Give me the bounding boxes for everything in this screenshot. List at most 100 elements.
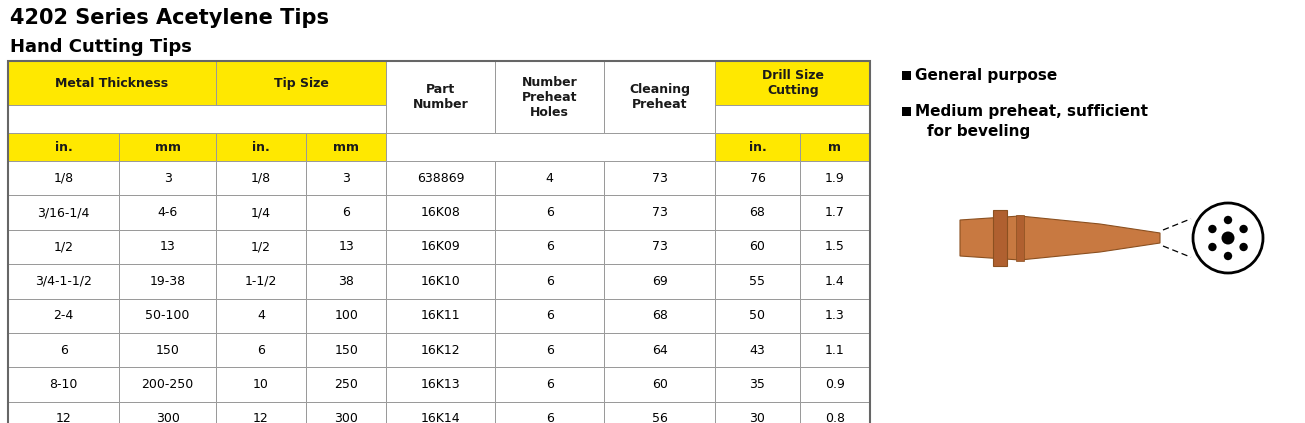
Bar [800, 133, 870, 161]
Bar [8, 367, 119, 401]
Text: 73: 73 [651, 172, 668, 185]
Bar [386, 401, 496, 423]
Text: 16K09: 16K09 [422, 240, 461, 253]
Bar [119, 333, 215, 367]
Bar [604, 264, 715, 299]
Text: 13: 13 [159, 240, 175, 253]
Text: 300: 300 [334, 412, 358, 423]
Bar [119, 264, 215, 299]
Bar [8, 161, 119, 195]
Text: 150: 150 [334, 343, 358, 357]
Text: 12: 12 [56, 412, 72, 423]
Bar [604, 195, 715, 230]
Bar [496, 161, 604, 195]
Text: 6: 6 [257, 343, 265, 357]
Bar [307, 333, 386, 367]
Text: 73: 73 [651, 206, 668, 219]
Bar [8, 195, 119, 230]
Bar [8, 299, 119, 333]
Text: 300: 300 [155, 412, 180, 423]
Text: 1-1/2: 1-1/2 [245, 275, 277, 288]
Text: 4: 4 [545, 172, 553, 185]
Text: 4-6: 4-6 [158, 206, 177, 219]
Circle shape [1224, 216, 1232, 224]
Text: Tip Size: Tip Size [274, 77, 329, 90]
Text: 0.9: 0.9 [825, 378, 844, 391]
Text: 16K14: 16K14 [422, 412, 461, 423]
Text: in.: in. [252, 140, 270, 154]
Text: 100: 100 [334, 309, 358, 322]
Text: Hand Cutting Tips: Hand Cutting Tips [10, 38, 192, 56]
Bar [715, 61, 870, 105]
Text: Metal Thickness: Metal Thickness [55, 77, 168, 90]
Text: 38: 38 [338, 275, 354, 288]
Bar [800, 367, 870, 401]
Text: Drill Size
Cutting: Drill Size Cutting [762, 69, 823, 97]
Bar [8, 333, 119, 367]
Text: 16K10: 16K10 [422, 275, 461, 288]
Bar [604, 230, 715, 264]
Text: 1.7: 1.7 [825, 206, 844, 219]
Bar [307, 299, 386, 333]
Text: Part
Number: Part Number [412, 83, 468, 111]
Bar [902, 71, 911, 80]
Text: 60: 60 [651, 378, 668, 391]
Text: 35: 35 [749, 378, 766, 391]
Bar [386, 333, 496, 367]
Bar [604, 161, 715, 195]
Bar [119, 367, 215, 401]
Text: 50-100: 50-100 [145, 309, 189, 322]
Bar [715, 195, 800, 230]
Polygon shape [1017, 215, 1024, 261]
Bar [604, 401, 715, 423]
Bar [604, 333, 715, 367]
Bar [386, 61, 496, 133]
Text: 12: 12 [253, 412, 269, 423]
Bar [215, 264, 307, 299]
Text: m: m [829, 140, 842, 154]
Bar [119, 195, 215, 230]
Text: mm: mm [154, 140, 180, 154]
Bar [496, 61, 604, 133]
Text: 30: 30 [749, 412, 766, 423]
Text: 1.1: 1.1 [825, 343, 844, 357]
Text: 13: 13 [338, 240, 354, 253]
Text: 1/2: 1/2 [54, 240, 73, 253]
Text: 16K11: 16K11 [422, 309, 461, 322]
Circle shape [1224, 252, 1232, 260]
Bar [604, 367, 715, 401]
Text: 6: 6 [545, 412, 553, 423]
Bar [215, 161, 307, 195]
Text: 19-38: 19-38 [150, 275, 185, 288]
Circle shape [1240, 243, 1248, 251]
Bar [119, 161, 215, 195]
Bar [215, 230, 307, 264]
Text: 10: 10 [253, 378, 269, 391]
Bar [715, 133, 800, 161]
Text: 6: 6 [342, 206, 350, 219]
Bar [215, 61, 386, 105]
Bar [307, 195, 386, 230]
Bar [715, 161, 800, 195]
Text: 638869: 638869 [418, 172, 465, 185]
Bar [902, 107, 911, 116]
Bar [496, 401, 604, 423]
Bar [8, 61, 215, 105]
Text: 6: 6 [545, 378, 553, 391]
Text: 6: 6 [545, 309, 553, 322]
Text: 1.9: 1.9 [825, 172, 844, 185]
Text: 6: 6 [545, 275, 553, 288]
Polygon shape [993, 210, 1007, 266]
Bar [215, 195, 307, 230]
Bar [119, 230, 215, 264]
Bar [307, 264, 386, 299]
Text: 2-4: 2-4 [54, 309, 74, 322]
Text: 150: 150 [155, 343, 180, 357]
Bar [215, 299, 307, 333]
Text: 3: 3 [163, 172, 171, 185]
Bar [307, 401, 386, 423]
Bar [800, 333, 870, 367]
Text: 1/2: 1/2 [251, 240, 271, 253]
Bar [715, 367, 800, 401]
Bar [8, 133, 119, 161]
